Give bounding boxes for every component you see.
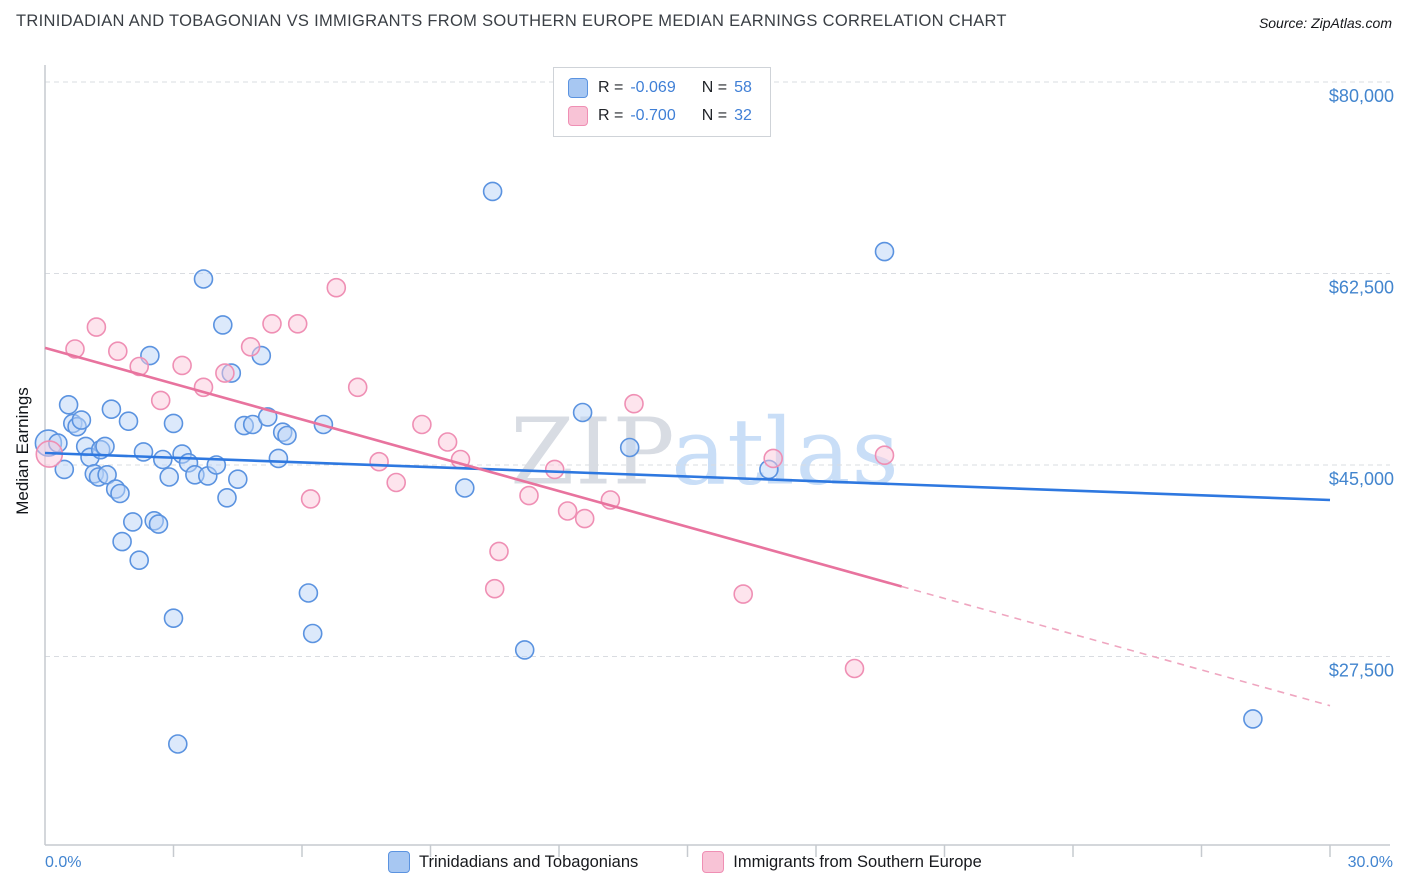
- n-label-blue: N =: [701, 79, 728, 96]
- series-legend-item-blue: Trinidadians and Tobagonians: [388, 851, 638, 873]
- x-min-label: 0.0%: [45, 854, 82, 871]
- r-label-pink: R =: [598, 107, 624, 124]
- scatter-point-blue: [159, 467, 179, 487]
- scatter-point-pink: [733, 584, 754, 604]
- scatter-point-pink: [544, 459, 565, 480]
- scatter-point-blue: [95, 436, 115, 457]
- scatter-point-blue: [58, 394, 79, 415]
- scatter-point-blue: [454, 478, 475, 498]
- scatter-point-pink: [874, 445, 895, 466]
- scatter-point-pink: [347, 377, 368, 398]
- watermark-atlas: atlas: [671, 398, 900, 506]
- scatter-point-blue: [1243, 709, 1263, 729]
- scatter-point-pink: [412, 414, 432, 435]
- scatter-point-pink: [489, 541, 509, 562]
- series-legend: Trinidadians and Tobagonians Immigrants …: [388, 851, 982, 873]
- trend-line-pink-extrapolated: [901, 585, 1331, 707]
- series-swatch-pink: [702, 851, 725, 873]
- scatter-point-pink: [519, 485, 539, 506]
- scatter-point-pink: [369, 451, 389, 472]
- series-swatch-blue: [388, 851, 410, 873]
- r-value-blue: -0.069: [630, 79, 676, 96]
- y-tick-label: $27,500: [1329, 661, 1394, 681]
- chart-title: TRINIDADIAN AND TOBAGONIAN VS IMMIGRANTS…: [16, 12, 1007, 30]
- scatter-point-blue: [110, 483, 130, 504]
- scatter-point-blue: [97, 464, 117, 485]
- scatter-point-blue: [277, 425, 297, 446]
- scatter-point-pink: [437, 432, 458, 452]
- scatter-point-blue: [302, 623, 323, 644]
- n-value-blue: 58: [734, 79, 752, 96]
- scatter-point-blue: [298, 583, 319, 603]
- n-value-pink: 32: [734, 107, 752, 124]
- series-label-blue: Trinidadians and Tobagonians: [419, 852, 639, 871]
- scatter-point-blue: [168, 734, 188, 754]
- scatter-point-pink: [150, 390, 171, 411]
- y-tick-label: $62,500: [1329, 278, 1394, 298]
- scatter-point-pink: [557, 501, 578, 521]
- series-label-pink: Immigrants from Southern Europe: [733, 852, 982, 871]
- scatter-point-blue: [101, 399, 122, 420]
- scatter-point-blue: [163, 608, 184, 629]
- y-tick-label: $80,000: [1329, 86, 1394, 106]
- scatter-point-pink: [287, 313, 308, 334]
- trend-line-pink: [44, 346, 903, 588]
- scatter-point-pink: [129, 356, 149, 377]
- scatter-point-blue: [148, 514, 169, 534]
- legend-row-pink: R = -0.700 N = 32: [568, 106, 752, 126]
- scatter-point-blue: [213, 315, 233, 335]
- scatter-point-pink: [624, 393, 644, 414]
- scatter-point-blue: [874, 241, 895, 262]
- r-label-blue: R =: [598, 79, 624, 96]
- scatter-point-blue: [228, 469, 248, 490]
- scatter-point-pink: [108, 341, 128, 362]
- scatter-point-pink: [240, 336, 261, 357]
- r-value-pink: -0.700: [630, 107, 676, 124]
- scatter-point-blue: [514, 640, 535, 660]
- scatter-point-blue: [163, 413, 184, 434]
- scatter-point-blue: [71, 410, 92, 430]
- scatter-point-blue: [54, 459, 75, 480]
- x-max-label: 30.0%: [1347, 854, 1393, 871]
- scatter-point-pink: [172, 355, 192, 376]
- scatter-point-blue: [118, 411, 139, 432]
- scatter-point-blue: [193, 269, 214, 289]
- correlation-legend: R = -0.069 N = 58 R = -0.700 N = 32: [553, 67, 771, 137]
- y-tick-label: $45,000: [1329, 469, 1394, 489]
- legend-row-blue: R = -0.069 N = 58: [568, 78, 752, 98]
- scatter-point-blue: [133, 442, 154, 462]
- scatter-point-pink: [262, 313, 282, 334]
- scatter-point-pink: [86, 317, 107, 337]
- y-axis-title: Median Earnings: [13, 387, 32, 515]
- legend-swatch-pink: [568, 106, 588, 126]
- scatter-point-blue: [482, 181, 503, 202]
- scatter-point-pink: [300, 489, 321, 509]
- scatter-point-blue: [217, 487, 237, 508]
- scatter-point-blue: [619, 437, 640, 458]
- series-legend-item-pink: Immigrants from Southern Europe: [702, 851, 982, 873]
- scatter-point-blue: [268, 448, 289, 469]
- scatter-point-pink: [763, 448, 784, 469]
- scatter-point-pink: [574, 508, 595, 529]
- scatter-point-blue: [129, 550, 149, 571]
- scatter-point-pink: [65, 339, 85, 359]
- scatter-point-pink: [326, 277, 347, 298]
- scatter-point-blue: [123, 512, 143, 532]
- scatter-point-blue: [112, 531, 132, 552]
- trend-line-blue: [44, 451, 1331, 502]
- scatter-point-pink: [386, 472, 407, 493]
- scatter-point-pink: [484, 578, 505, 599]
- scatter-point-pink: [215, 363, 235, 383]
- scatter-point-blue: [153, 449, 173, 470]
- scatter-point-blue: [572, 402, 593, 423]
- source-label: Source: ZipAtlas.com: [1258, 15, 1392, 31]
- n-label-pink: N =: [701, 107, 728, 124]
- legend-swatch-blue: [568, 78, 588, 98]
- scatter-point-pink: [844, 658, 865, 679]
